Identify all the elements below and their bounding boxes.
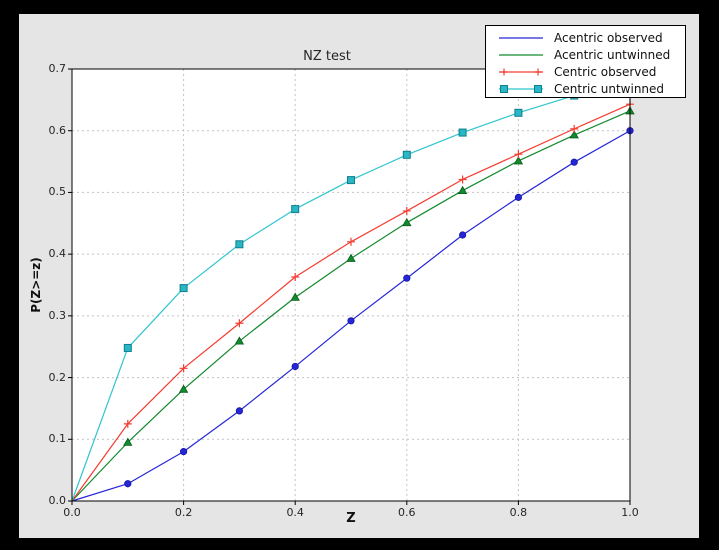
legend-line-sample [499,68,543,75]
data-point-circle [180,448,188,456]
y-tick-label: 0.3 [48,308,67,322]
data-point-square [514,108,523,117]
data-point-triangle [513,156,524,165]
data-point-square [123,343,132,352]
x-tick-label: 0.6 [398,506,416,519]
data-point-plus [402,206,411,215]
data-point-triangle [290,292,300,301]
data-point-plus [458,175,467,184]
data-point-circle [458,231,467,239]
legend-sample-plus [500,68,508,75]
y-tick-label: 0.7 [48,62,67,75]
data-point-square [235,240,244,249]
data-point-circle [347,317,355,325]
legend-line-sample [499,36,543,39]
data-point-square [402,150,411,159]
x-tick-label: 0.8 [509,506,528,519]
legend-box: Acentric observed Acentric untwinned Cen… [485,25,686,98]
data-point-plus [179,364,188,373]
data-point-triangle [234,336,245,345]
data-point-square [347,176,355,185]
data-point-triangle [402,217,412,227]
y-tick-label: 0.2 [48,370,67,384]
y-tick-label: 0.6 [48,123,67,137]
legend-label: Acentric untwinned [554,47,671,62]
data-point-plus [123,419,132,428]
x-tick-label: 0.4 [286,506,304,519]
data-point-plus [235,319,244,328]
y-tick-label: 0.1 [48,432,67,446]
legend-line-sample [499,84,543,93]
chart-title: NZ test [303,49,351,64]
y-tick-label: 0.0 [48,494,67,507]
legend-item-centric-untwinned: Centric untwinned [486,80,685,97]
data-point-plus [514,150,523,159]
data-point-circle [235,407,243,415]
data-point-triangle [569,130,579,139]
x-tick-label: 0.2 [174,506,193,519]
legend-line-sample [499,53,543,56]
data-point-circle [124,480,132,488]
legend-item-acentric-observed: Acentric observed [486,29,685,46]
axes-area [72,69,630,501]
data-point-plus [570,124,579,133]
legend-item-centric-observed: Centric observed [486,63,685,80]
data-point-plus [291,272,300,281]
series-acentric-untwinned [71,106,635,502]
data-point-plus [347,237,355,246]
y-axis-label: P(Z>=z) [29,257,43,313]
data-point-circle [291,362,299,371]
data-point-triangle [346,253,356,262]
axes-frame [71,68,631,502]
data-point-triangle [457,185,468,194]
x-tick-label: 1.0 [621,506,639,519]
legend-sample-square [534,84,542,93]
legend-label: Centric observed [554,64,657,79]
legend-sample-plus [534,68,542,75]
legend-label: Acentric observed [554,30,663,45]
series-acentric-observed [71,127,634,502]
legend-item-acentric-untwinned: Acentric untwinned [486,46,685,63]
legend-sample-square [500,84,508,93]
data-point-circle [403,274,411,282]
data-point-square [291,205,300,214]
y-tick-label: 0.4 [48,247,67,261]
legend-label: Centric untwinned [554,81,665,96]
y-tick-label: 0.5 [48,185,67,199]
data-point-square [458,128,467,137]
data-point-square [179,284,188,293]
series-centric-untwinned [71,75,634,502]
data-point-triangle [178,384,189,393]
x-axis-label: Z [346,511,356,526]
data-point-circle [570,158,578,166]
data-point-triangle [123,437,133,446]
x-tick-label: 0.0 [63,506,81,519]
data-point-circle [514,193,523,201]
